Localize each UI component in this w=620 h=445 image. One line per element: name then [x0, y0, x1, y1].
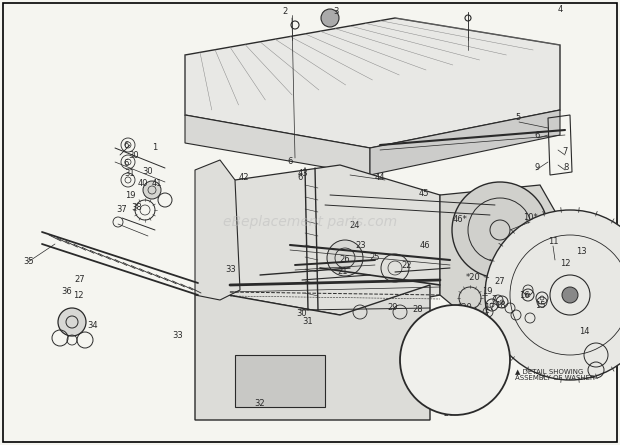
- Bar: [235, 355, 325, 407]
- Text: 38: 38: [131, 203, 143, 213]
- Text: 35: 35: [24, 258, 34, 267]
- Text: 33: 33: [226, 266, 236, 275]
- Text: 10*: 10*: [523, 214, 538, 222]
- Text: 32: 32: [255, 399, 265, 408]
- Text: 27: 27: [74, 275, 86, 283]
- Text: 30: 30: [297, 308, 308, 317]
- Text: 2: 2: [282, 8, 288, 16]
- Text: 14: 14: [578, 328, 589, 336]
- Text: 43: 43: [432, 317, 442, 327]
- Text: 21: 21: [338, 267, 348, 276]
- Circle shape: [58, 308, 86, 336]
- Text: 37: 37: [117, 206, 127, 214]
- Text: 7: 7: [491, 295, 497, 303]
- Text: 46: 46: [420, 240, 430, 250]
- Polygon shape: [370, 110, 560, 175]
- Text: 1: 1: [153, 143, 157, 153]
- Polygon shape: [185, 115, 370, 175]
- Text: 13: 13: [576, 247, 587, 256]
- Text: 10: 10: [467, 319, 477, 328]
- Polygon shape: [440, 185, 560, 320]
- Circle shape: [452, 182, 548, 278]
- Text: eBeplacement parts.com: eBeplacement parts.com: [223, 215, 397, 229]
- Text: 6: 6: [534, 130, 539, 139]
- Text: 22: 22: [402, 260, 412, 270]
- Text: 19: 19: [482, 287, 492, 295]
- Text: 46*: 46*: [453, 214, 467, 223]
- Text: 24: 24: [350, 222, 360, 231]
- Polygon shape: [200, 165, 440, 315]
- Text: *20: *20: [466, 274, 480, 283]
- Circle shape: [143, 181, 161, 199]
- Text: 4: 4: [557, 5, 562, 15]
- Text: 24: 24: [443, 409, 453, 417]
- Text: 6: 6: [298, 174, 303, 182]
- Text: 25: 25: [370, 254, 380, 263]
- Text: 42: 42: [239, 174, 249, 182]
- Text: 31: 31: [303, 317, 313, 327]
- Text: 7: 7: [562, 147, 568, 157]
- Text: 40: 40: [138, 178, 148, 187]
- Text: ▲ DETAIL SHOWING
ASSEMBLY OF WASHER: ▲ DETAIL SHOWING ASSEMBLY OF WASHER: [515, 368, 595, 381]
- Circle shape: [562, 287, 578, 303]
- Text: 5: 5: [515, 113, 521, 122]
- Text: 16: 16: [519, 291, 529, 299]
- Text: 30: 30: [129, 151, 140, 161]
- Circle shape: [400, 305, 510, 415]
- Circle shape: [321, 9, 339, 27]
- Text: 8: 8: [564, 163, 569, 173]
- Circle shape: [327, 240, 363, 276]
- Text: 33: 33: [172, 331, 184, 340]
- Text: 6: 6: [123, 141, 129, 150]
- Polygon shape: [185, 18, 560, 148]
- Text: 29: 29: [388, 303, 398, 312]
- Text: 45: 45: [418, 189, 429, 198]
- Text: 6: 6: [123, 158, 129, 167]
- Text: 23: 23: [356, 240, 366, 250]
- Text: 12: 12: [73, 291, 83, 299]
- Polygon shape: [195, 160, 240, 300]
- Text: 15: 15: [534, 300, 545, 310]
- Text: 26: 26: [340, 255, 350, 264]
- Text: 18: 18: [495, 302, 505, 311]
- Text: 12: 12: [560, 259, 570, 267]
- Circle shape: [485, 210, 620, 380]
- Text: 36: 36: [61, 287, 73, 296]
- Text: 43: 43: [298, 170, 308, 178]
- Text: 9: 9: [534, 163, 539, 173]
- Text: 3: 3: [334, 8, 339, 16]
- Text: *20: *20: [458, 303, 472, 312]
- Text: 41: 41: [152, 178, 162, 187]
- Polygon shape: [195, 285, 430, 420]
- Text: 17: 17: [484, 303, 494, 312]
- Text: 34: 34: [87, 320, 99, 329]
- Text: 19: 19: [125, 190, 135, 199]
- Text: 6: 6: [287, 158, 293, 166]
- Text: 11: 11: [547, 238, 558, 247]
- Text: 44: 44: [374, 174, 385, 182]
- Text: 46: 46: [478, 336, 488, 344]
- Text: 28: 28: [413, 304, 423, 313]
- Text: 27: 27: [495, 278, 505, 287]
- Text: 23: 23: [415, 340, 425, 349]
- Text: 30: 30: [143, 167, 153, 177]
- Text: 31: 31: [125, 169, 135, 178]
